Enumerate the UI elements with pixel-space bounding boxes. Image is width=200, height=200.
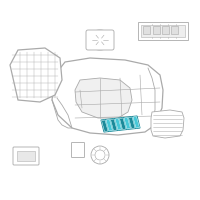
- Polygon shape: [128, 117, 135, 129]
- Polygon shape: [102, 120, 108, 132]
- FancyBboxPatch shape: [86, 30, 114, 50]
- FancyBboxPatch shape: [162, 26, 169, 34]
- FancyBboxPatch shape: [153, 26, 160, 34]
- Polygon shape: [151, 110, 184, 138]
- Polygon shape: [52, 58, 163, 135]
- FancyBboxPatch shape: [17, 151, 35, 161]
- FancyBboxPatch shape: [171, 26, 178, 34]
- FancyBboxPatch shape: [141, 25, 185, 37]
- Polygon shape: [106, 119, 112, 131]
- Polygon shape: [124, 117, 130, 129]
- Polygon shape: [75, 78, 132, 118]
- Polygon shape: [10, 48, 62, 102]
- Polygon shape: [115, 118, 122, 130]
- Polygon shape: [120, 118, 126, 130]
- FancyBboxPatch shape: [138, 22, 188, 40]
- Polygon shape: [101, 116, 140, 132]
- Polygon shape: [110, 119, 117, 130]
- FancyBboxPatch shape: [72, 142, 84, 158]
- Polygon shape: [133, 116, 140, 128]
- FancyBboxPatch shape: [13, 147, 39, 165]
- FancyBboxPatch shape: [143, 26, 150, 34]
